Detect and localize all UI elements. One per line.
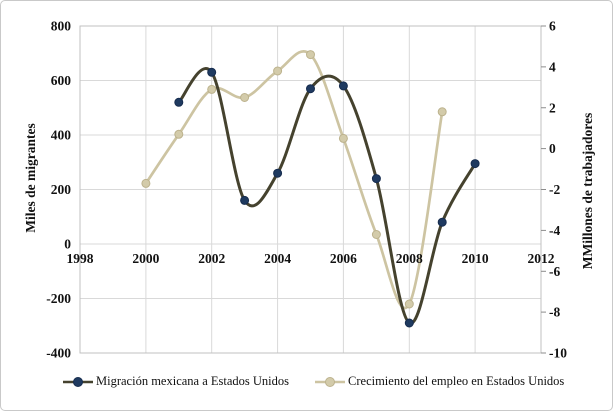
migration-point-2004 (273, 168, 283, 178)
employment-point-2007 (371, 230, 381, 239)
legend: Migración mexicana a Estados Unidos Crec… (63, 374, 564, 389)
y-right-tick-label: -4 (549, 223, 560, 238)
y-left-tick-label: 0 (64, 237, 71, 252)
y-left-tick-label: 400 (51, 128, 72, 143)
y-right-tick-label: -6 (549, 264, 560, 279)
legend-item-migration: Migración mexicana a Estados Unidos (63, 374, 289, 389)
y-right-tick-label: 4 (549, 59, 556, 74)
employment-point-2001 (174, 129, 184, 139)
migration-point-2001 (174, 97, 184, 107)
employment-series-line (144, 50, 444, 309)
migration-point-2009 (437, 217, 447, 227)
x-tick-label-2008: 2008 (396, 251, 423, 266)
employment-point-2000 (141, 178, 151, 188)
employment-series-marker-icon (315, 376, 346, 387)
legend-label-employment: Crecimiento del empleo en Estados Unidos (348, 374, 565, 388)
x-tick-label-1998: 1998 (67, 251, 94, 266)
migration-point-2006 (338, 81, 348, 91)
left-axis-title: Miles de migrantes (23, 123, 38, 233)
legend-item-employment: Crecimiento del empleo en Estados Unidos (315, 374, 564, 389)
y-right-tick-label: -8 (549, 305, 560, 320)
y-left-tick-label: 200 (51, 182, 72, 197)
y-right-tick-label: 2 (549, 100, 556, 115)
x-tick-label-2010: 2010 (462, 251, 489, 266)
x-tick-label-2004: 2004 (264, 251, 291, 266)
migration-point-2008 (404, 318, 414, 328)
y-left-tick-label: -200 (46, 291, 71, 306)
x-tick-label-2000: 2000 (132, 251, 159, 266)
employment-point-2009 (437, 107, 447, 117)
y-left-tick-label: 600 (51, 73, 72, 88)
y-left-tick-label: 800 (51, 19, 72, 34)
y-right-tick-label: 0 (549, 141, 556, 156)
migration-point-2005 (306, 84, 315, 94)
employment-point-2002 (207, 84, 217, 94)
x-tick-label-2006: 2006 (330, 251, 357, 266)
employment-point-2006 (338, 133, 348, 143)
employment-point-2004 (273, 66, 283, 76)
right-axis-title: MMillones de trabajadores (580, 112, 595, 270)
migration-point-2003 (240, 195, 250, 205)
migration-series-line (177, 67, 477, 325)
employment-point-2005 (306, 50, 315, 60)
migration-point-2010 (470, 159, 480, 169)
migration-series-marker-icon (63, 376, 93, 387)
migration-point-2002 (207, 67, 217, 77)
x-tick-label-2002: 2002 (198, 251, 225, 266)
employment-point-2008 (404, 299, 414, 309)
y-right-tick-label: -2 (549, 182, 560, 197)
legend-label-migration: Migración mexicana a Estados Unidos (96, 374, 290, 388)
migration-point-2007 (371, 174, 381, 184)
y-right-tick-label: 6 (549, 19, 556, 34)
y-right-tick-label: -10 (549, 346, 567, 361)
y-left-tick-label: -400 (46, 346, 71, 361)
x-tick-label-2012: 2012 (528, 251, 555, 266)
employment-point-2003 (240, 93, 250, 102)
